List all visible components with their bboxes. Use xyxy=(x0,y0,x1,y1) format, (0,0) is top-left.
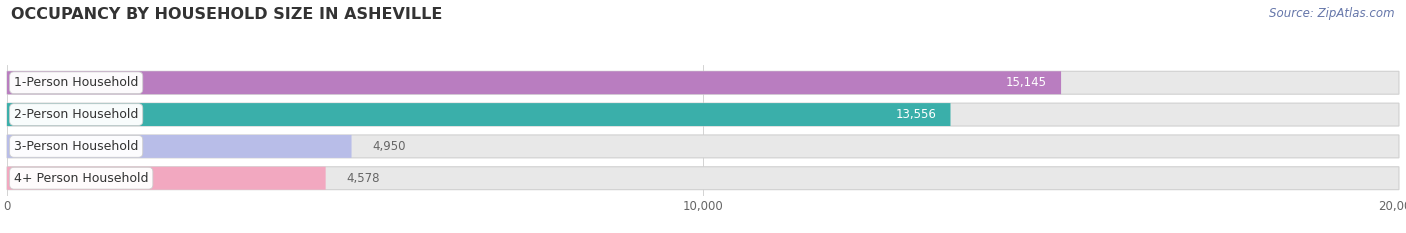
Text: 3-Person Household: 3-Person Household xyxy=(14,140,138,153)
FancyBboxPatch shape xyxy=(7,135,1399,158)
FancyBboxPatch shape xyxy=(7,167,1399,190)
FancyBboxPatch shape xyxy=(7,103,1399,126)
Text: 1-Person Household: 1-Person Household xyxy=(14,76,138,89)
Text: 4+ Person Household: 4+ Person Household xyxy=(14,172,149,185)
Text: 4,950: 4,950 xyxy=(373,140,406,153)
FancyBboxPatch shape xyxy=(7,103,950,126)
Text: Source: ZipAtlas.com: Source: ZipAtlas.com xyxy=(1270,7,1395,20)
FancyBboxPatch shape xyxy=(7,167,326,190)
FancyBboxPatch shape xyxy=(7,71,1062,94)
FancyBboxPatch shape xyxy=(7,135,351,158)
Text: 2-Person Household: 2-Person Household xyxy=(14,108,138,121)
Text: OCCUPANCY BY HOUSEHOLD SIZE IN ASHEVILLE: OCCUPANCY BY HOUSEHOLD SIZE IN ASHEVILLE xyxy=(11,7,443,22)
FancyBboxPatch shape xyxy=(7,71,1399,94)
Text: 13,556: 13,556 xyxy=(896,108,936,121)
Text: 15,145: 15,145 xyxy=(1007,76,1047,89)
Text: 4,578: 4,578 xyxy=(346,172,380,185)
